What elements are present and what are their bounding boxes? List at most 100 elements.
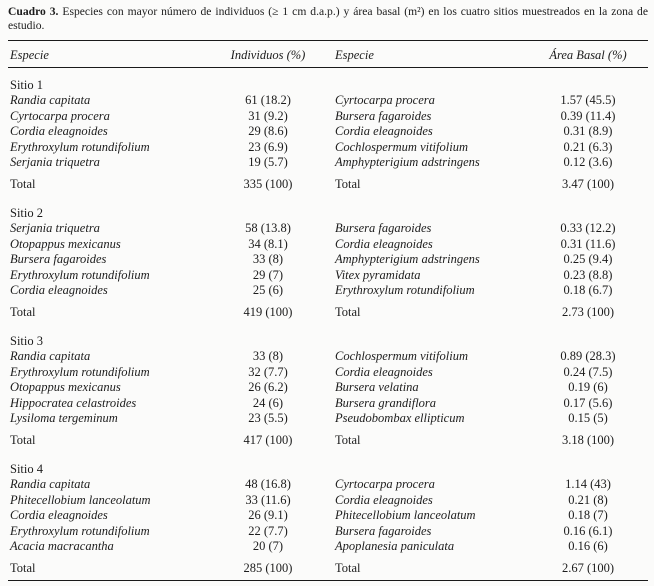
individuals-value: 25 (6) — [252, 283, 284, 297]
basal-area-value: 0.15 (5) — [568, 411, 608, 425]
species-row: Randia capitata 48 (16.8) Cyrtocarpa proce… — [8, 477, 648, 493]
basal-area-value: 0.21 (6.3) — [563, 139, 613, 154]
site-name: Sitio 1 — [10, 78, 43, 92]
species-name-left: Hippocratea celastroides — [10, 395, 137, 410]
species-name-left: Erythroxylum rotundifolium — [10, 364, 150, 379]
total-row: Total 419 (100) Total 2.73 (100) — [8, 299, 648, 325]
species-name-right: Apoplanesia paniculata — [335, 539, 455, 553]
basal-area-value: 0.23 (8.8) — [563, 267, 613, 282]
basal-area-value: 0.89 (28.3) — [560, 349, 616, 363]
basal-area-value: 0.16 (6) — [568, 539, 608, 553]
total-label-left: Total — [10, 432, 36, 447]
species-row: Randia capitata 33 (8) Cochlospermum vitif… — [8, 349, 648, 365]
species-row: Bursera fagaroides 33 (8) Amphypterigium a… — [8, 252, 648, 268]
species-name-right: Erythroxylum rotundifolium — [335, 283, 475, 297]
species-name-right: Cochlospermum vitifolium — [335, 139, 468, 154]
species-row: Acacia macracantha 20 (7) Apoplanesia pani… — [8, 539, 648, 555]
species-name-right: Cordia eleagnoides — [335, 364, 433, 379]
site-header-row: Sitio 1 — [8, 68, 648, 94]
species-name-right: Cordia eleagnoides — [335, 236, 433, 251]
species-name-left: Otopappus mexicanus — [10, 236, 121, 251]
species-row: Erythroxylum rotundifolium 32 (7.7) Cordia… — [8, 365, 648, 381]
total-row: Total 335 (100) Total 3.47 (100) — [8, 171, 648, 197]
basal-area-value: 0.24 (7.5) — [563, 364, 613, 379]
individuals-value: 26 (6.2) — [248, 380, 288, 394]
species-name-left: Cyrtocarpa procera — [10, 108, 110, 123]
species-name-right: Cyrtocarpa procera — [335, 93, 435, 107]
total-label-right: Total — [335, 560, 361, 575]
basal-area-value: 0.18 (6.7) — [563, 283, 613, 297]
species-name-left: Acacia macracantha — [10, 539, 114, 553]
individuals-value: 33 (8) — [252, 252, 284, 266]
species-name-left: Erythroxylum rotundifolium — [10, 267, 150, 282]
species-row: Serjania triquetra 19 (5.7) Amphypterigium… — [8, 155, 648, 171]
total-individuals: 417 (100) — [243, 432, 293, 447]
basal-area-value: 0.21 (8) — [568, 492, 608, 507]
individuals-value: 29 (7) — [252, 267, 284, 282]
total-label-right: Total — [335, 304, 361, 319]
species-name-left: Phitecellobium lanceolatum — [10, 492, 151, 507]
basal-area-value: 1.14 (43) — [565, 477, 611, 491]
species-name-left: Serjania triquetra — [10, 155, 100, 169]
species-name-right: Cyrtocarpa procera — [335, 477, 435, 491]
basal-area-value: 0.16 (6.1) — [563, 523, 613, 538]
col-header-area-basal: Área Basal (%) — [528, 40, 648, 68]
basal-area-value: 0.17 (5.6) — [563, 395, 613, 410]
individuals-value: 34 (8.1) — [248, 236, 288, 251]
site-name: Sitio 3 — [10, 334, 43, 348]
table-caption: Cuadro 3. Especies con mayor número de i… — [8, 5, 648, 33]
species-name-right: Amphypterigium adstringens — [335, 252, 480, 266]
species-row: Otopappus mexicanus 26 (6.2) Bursera velat… — [8, 380, 648, 396]
basal-area-value: 0.12 (3.6) — [563, 155, 613, 169]
total-label-right: Total — [335, 176, 361, 191]
individuals-value: 58 (13.8) — [245, 221, 291, 235]
species-row: Cordia eleagnoides 25 (6) Erythroxylum rot… — [8, 283, 648, 299]
individuals-value: 29 (8.6) — [248, 124, 288, 138]
species-name-right: Pseudobombax ellipticum — [335, 411, 465, 425]
col-header-especie-left: Especie — [8, 40, 212, 68]
individuals-value: 23 (6.9) — [248, 139, 288, 154]
individuals-value: 22 (7.7) — [248, 523, 288, 538]
species-row: Erythroxylum rotundifolium 29 (7) Vitex py… — [8, 268, 648, 284]
species-row: Phitecellobium lanceolatum 33 (11.6) Cordi… — [8, 493, 648, 509]
individuals-value: 20 (7) — [252, 539, 284, 553]
table-caption-label: Cuadro 3. — [8, 5, 59, 18]
individuals-value: 31 (9.2) — [248, 108, 288, 123]
species-row: Serjania triquetra 58 (13.8) Bursera fagar… — [8, 221, 648, 237]
site-header-row: Sitio 4 — [8, 452, 648, 477]
species-row: Hippocratea celastroides 24 (6) Bursera gr… — [8, 396, 648, 412]
individuals-value: 32 (7.7) — [248, 364, 288, 379]
species-name-right: Bursera velatina — [335, 380, 419, 394]
site-name: Sitio 4 — [10, 462, 43, 476]
species-row: Cordia eleagnoides 26 (9.1) Phitecellobium… — [8, 508, 648, 524]
individuals-value: 19 (5.7) — [248, 155, 288, 169]
species-name-right: Cordia eleagnoides — [335, 492, 433, 507]
species-name-left: Erythroxylum rotundifolium — [10, 523, 150, 538]
col-header-individuos: Individuos (%) — [212, 40, 324, 68]
species-name-right: Bursera grandiflora — [335, 395, 437, 410]
species-row: Erythroxylum rotundifolium 23 (6.9) Cochlo… — [8, 140, 648, 156]
individuals-value: 33 (11.6) — [245, 492, 291, 507]
species-name-left: Erythroxylum rotundifolium — [10, 139, 150, 154]
species-name-right: Cordia eleagnoides — [335, 124, 433, 138]
species-name-right: Bursera fagaroides — [335, 108, 432, 123]
individuals-value: 48 (16.8) — [245, 477, 291, 491]
total-individuals: 285 (100) — [243, 560, 293, 575]
total-basal-area: 2.67 (100) — [561, 560, 615, 575]
total-row: Total 417 (100) Total 3.18 (100) — [8, 427, 648, 453]
total-individuals: 419 (100) — [243, 304, 293, 319]
species-name-left: Cordia eleagnoides — [10, 124, 108, 138]
table-caption-text: Especies con mayor número de individuos … — [8, 5, 648, 32]
individuals-value: 33 (8) — [252, 349, 284, 363]
individuals-value: 26 (9.1) — [248, 508, 288, 522]
total-label-left: Total — [10, 176, 36, 191]
species-name-right: Bursera fagaroides — [335, 523, 432, 538]
individuals-value: 23 (5.5) — [248, 411, 288, 425]
species-row: Otopappus mexicanus 34 (8.1) Cordia eleagn… — [8, 237, 648, 253]
species-row: Cyrtocarpa procera 31 (9.2) Bursera fagaro… — [8, 109, 648, 125]
species-name-right: Cochlospermum vitifolium — [335, 349, 468, 363]
basal-area-value: 1.57 (45.5) — [560, 93, 616, 107]
species-name-right: Vitex pyramidata — [335, 267, 421, 282]
total-individuals: 335 (100) — [243, 176, 293, 191]
